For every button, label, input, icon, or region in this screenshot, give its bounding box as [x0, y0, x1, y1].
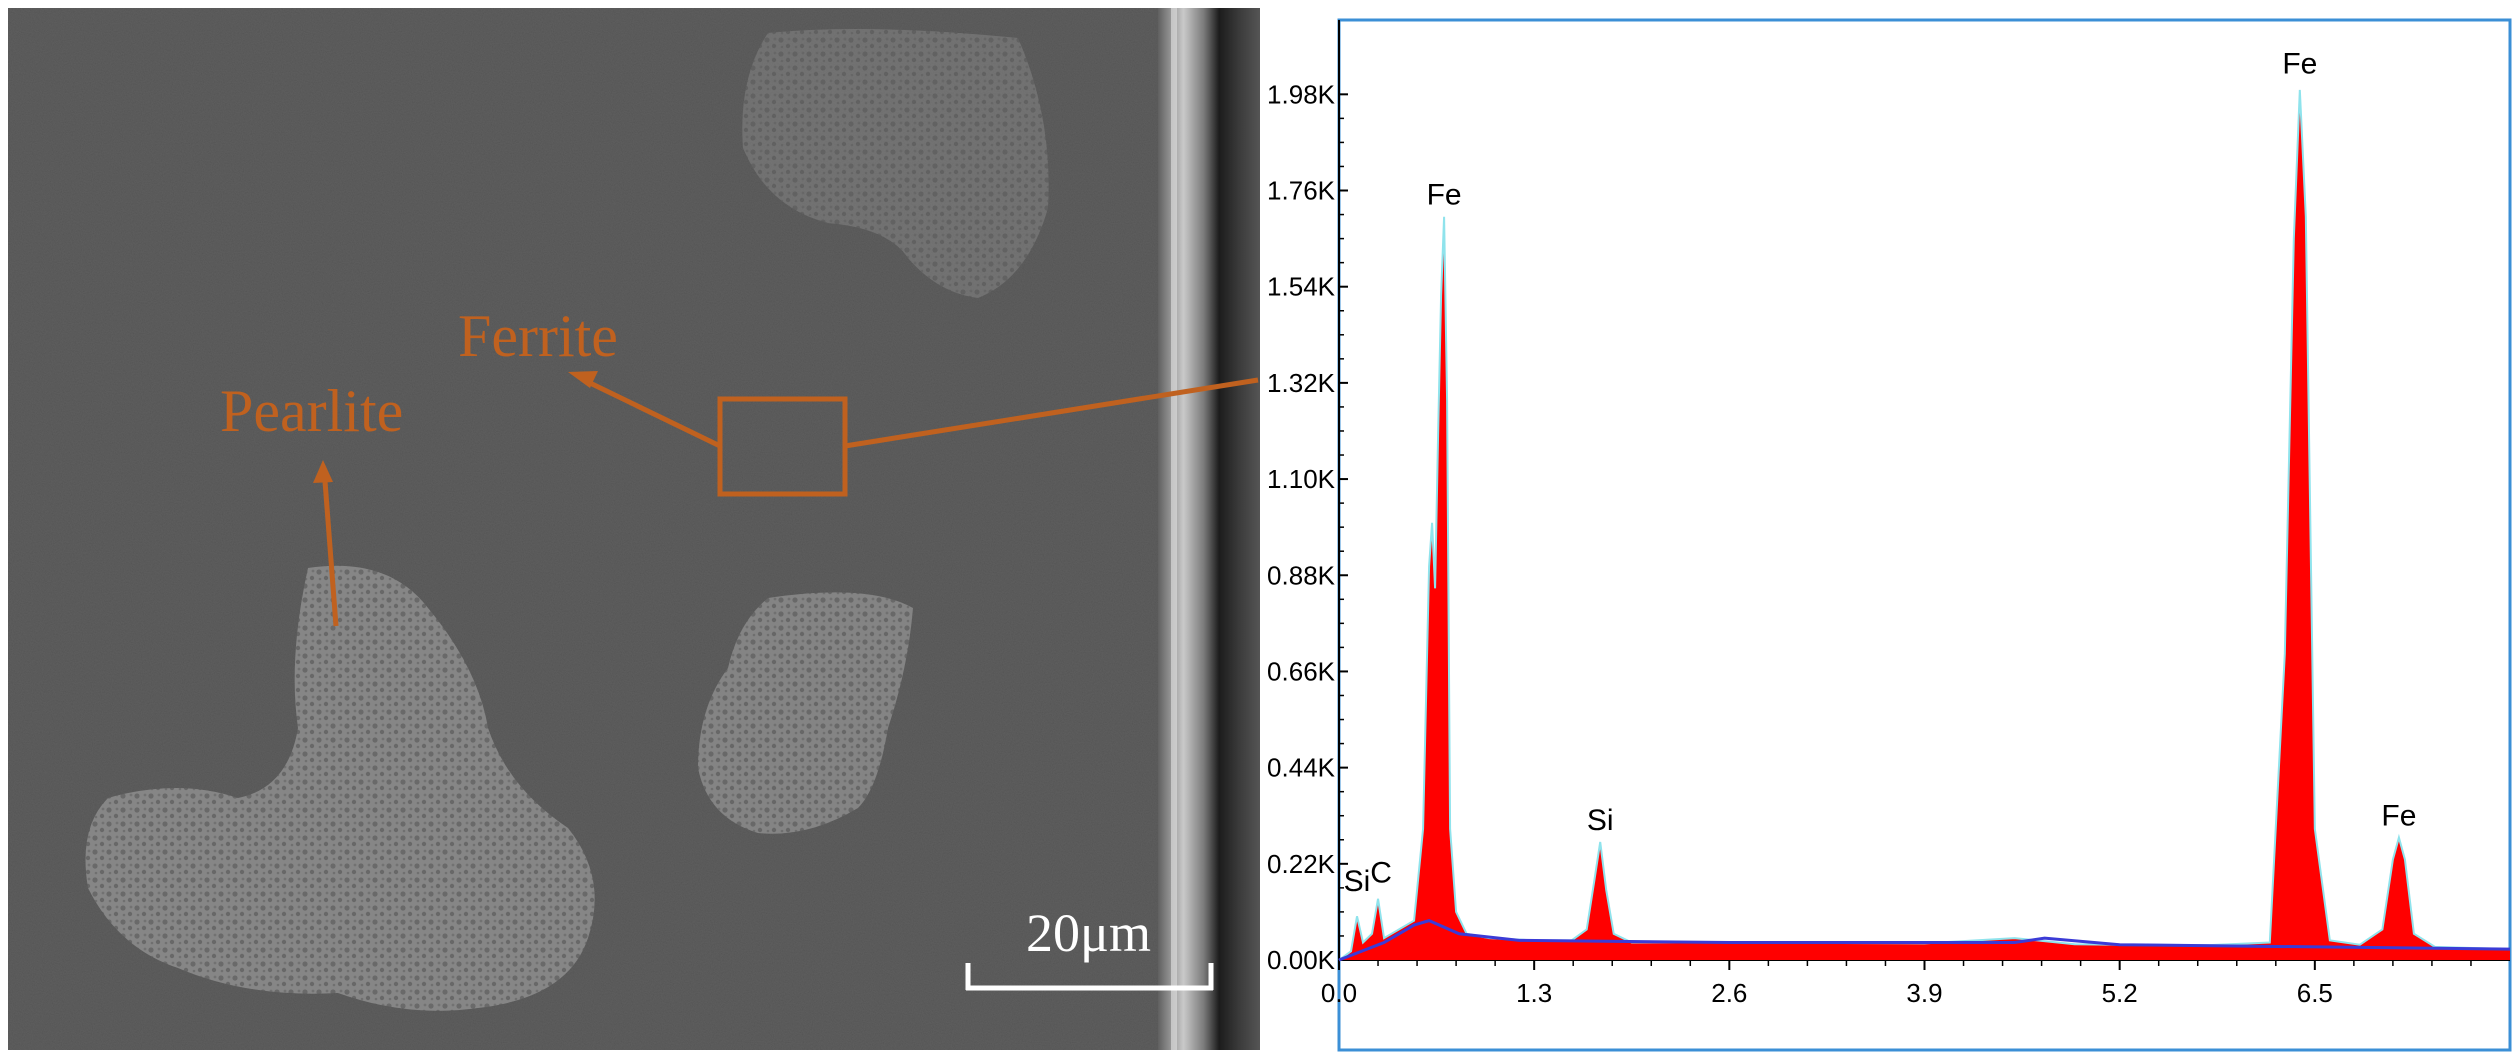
- eds-spectrum-panel: 0.00K 0.22K 0.44K 0.66K 0.88K 1.10K 1.32K 1.54K…: [1262, 8, 2512, 1053]
- pearlite-arrowhead: [313, 460, 333, 483]
- spectrum-fill: [1339, 89, 2510, 960]
- peak-label: C: [1370, 856, 1392, 889]
- chart-frame: [1337, 18, 2512, 1052]
- x-tick-label: 2.6: [1711, 978, 1747, 1008]
- eds-spectrum-chart: 0.00K 0.22K 0.44K 0.66K 0.88K 1.10K 1.32K 1.54K…: [1267, 18, 2512, 1052]
- x-tick-label: 3.9: [1906, 978, 1942, 1008]
- y-tick-label: 0.00K: [1267, 945, 1336, 975]
- x-tick-label: 5.2: [2102, 978, 2138, 1008]
- pearlite-label: Pearlite: [220, 378, 404, 444]
- ferrite-arrowhead: [568, 371, 598, 388]
- ferrite-pointer-arrow: [586, 379, 722, 449]
- y-tick-label: 0.88K: [1267, 560, 1336, 590]
- peak-label: Fe: [1427, 179, 1462, 212]
- y-tick-label: 0.66K: [1267, 656, 1336, 686]
- y-tick-label: 0.22K: [1267, 849, 1336, 879]
- y-tick-label: 1.10K: [1267, 464, 1336, 494]
- x-tick-label: 6.5: [2297, 978, 2333, 1008]
- sem-micrograph: Ferrite Pearlite 20μm: [8, 8, 1260, 1050]
- pearlite-grain-large: [85, 565, 595, 1011]
- peak-label: Fe: [2282, 48, 2317, 81]
- pearlite-pointer-arrow: [321, 467, 339, 627]
- peak-label: Fe: [2381, 800, 2416, 833]
- x-axis: 0.0 1.3 2.6 3.9 5.2 6.5: [1321, 959, 2510, 1008]
- scale-bar-label: 20μm: [1026, 903, 1151, 963]
- x-tick-label: 0.0: [1321, 978, 1357, 1008]
- y-tick-label: 1.76K: [1267, 176, 1336, 206]
- spectrum-series: [1338, 89, 2511, 962]
- spectrum-outline: [1338, 89, 2511, 961]
- y-tick-label: 1.32K: [1267, 368, 1336, 398]
- ferrite-label: Ferrite: [458, 303, 618, 369]
- sem-image: [8, 8, 1260, 1050]
- pearlite-grain-center: [698, 592, 913, 834]
- background-curve: [1338, 919, 2511, 962]
- peak-label: Si: [1587, 804, 1614, 837]
- eds-link-arrow: [844, 377, 1259, 449]
- eds-analysis-box: [717, 396, 848, 497]
- y-tick-label: 0.44K: [1267, 753, 1336, 783]
- y-tick-label: 1.54K: [1267, 272, 1336, 302]
- x-tick-label: 1.3: [1516, 978, 1552, 1008]
- peak-label: Si: [1344, 865, 1371, 898]
- scale-bar: [965, 963, 1214, 991]
- y-tick-label: 1.98K: [1267, 79, 1336, 109]
- y-axis: 0.00K 0.22K 0.44K 0.66K 0.88K 1.10K 1.32K 1.54K…: [1267, 20, 1348, 975]
- annotations: [321, 377, 1259, 627]
- pearlite-grain-top: [742, 29, 1049, 298]
